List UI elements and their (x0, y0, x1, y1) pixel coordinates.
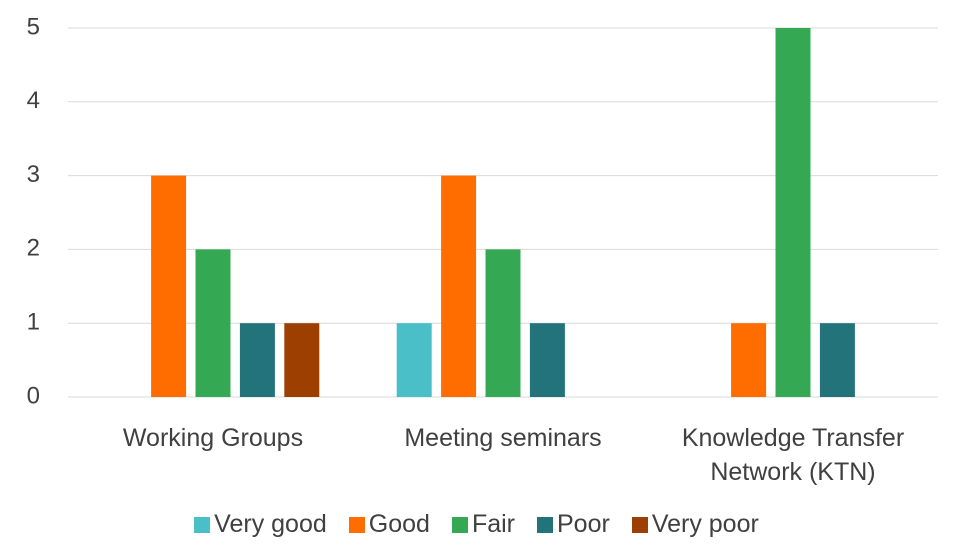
legend-swatch (451, 516, 468, 533)
legend-swatch (348, 516, 365, 533)
y-tick-label: 1 (27, 309, 40, 336)
legend: Very good Good Fair Poor Very poor (0, 510, 953, 539)
y-tick-label: 4 (27, 87, 40, 114)
x-tick-label: Meeting seminars (404, 424, 602, 452)
bar (441, 175, 477, 397)
legend-swatch (631, 516, 648, 533)
x-tick-label: Knowledge Transfer Network (KTN) (681, 424, 905, 486)
bar (284, 323, 320, 397)
bar (195, 249, 231, 397)
bar (731, 323, 767, 397)
x-tick-label: Working Groups (122, 424, 304, 452)
legend-label: Good (368, 510, 430, 538)
legend-swatch (537, 516, 553, 533)
legend-swatch (194, 516, 211, 533)
bar (239, 323, 275, 397)
legend-item: Very poor (631, 510, 759, 539)
legend-label: Very good (214, 510, 327, 538)
y-tick-label: 0 (27, 382, 40, 409)
legend-label: Fair (471, 510, 515, 538)
y-tick-label: 3 (27, 161, 40, 188)
legend-item: Very good (194, 510, 327, 539)
bar (151, 175, 187, 397)
bar (775, 28, 811, 397)
legend-item: Poor (537, 510, 610, 539)
legend-item: Good (348, 510, 430, 539)
legend-label: Poor (557, 510, 610, 538)
bar (396, 323, 432, 397)
y-tick-label: 2 (27, 235, 40, 262)
bar (819, 323, 855, 397)
legend-label: Very poor (651, 510, 759, 538)
bar (529, 323, 565, 397)
bar (485, 249, 521, 397)
legend-item: Fair (451, 510, 515, 539)
y-tick-label: 5 (27, 13, 40, 40)
